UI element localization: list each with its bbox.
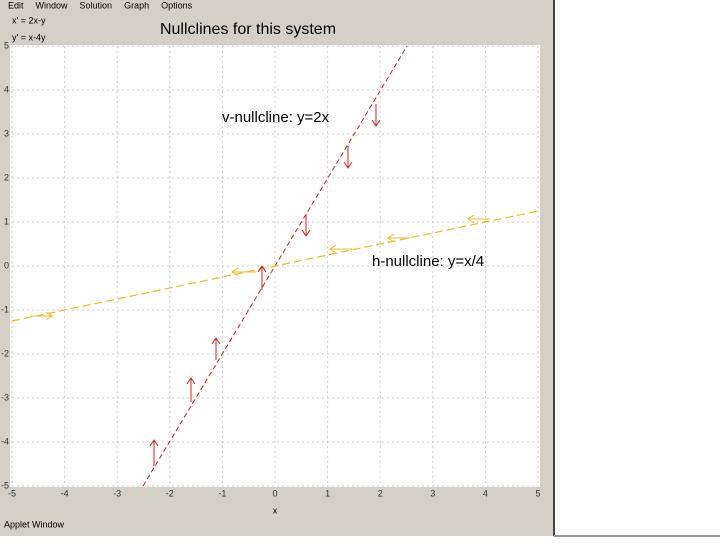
y-tick-label: -1 xyxy=(1,304,9,314)
x-tick-label: 1 xyxy=(325,488,330,498)
x-tick-label: -1 xyxy=(218,488,226,498)
equation: x' = 2x-y xyxy=(12,15,46,25)
h-nullcline xyxy=(12,210,538,322)
menu-item[interactable]: Options xyxy=(161,0,193,10)
y-tick-label: 2 xyxy=(4,172,9,182)
x-tick-label: -4 xyxy=(61,488,69,498)
x-tick-label: 2 xyxy=(378,488,383,498)
y-tick-label: 4 xyxy=(4,84,9,94)
status-bar: Applet Window xyxy=(4,519,65,529)
y-tick-label: -2 xyxy=(1,348,9,358)
x-tick-label: 5 xyxy=(535,488,540,498)
y-tick-label: 1 xyxy=(4,216,9,226)
direction-arrows xyxy=(30,214,490,321)
y-tick-label: -4 xyxy=(1,436,9,446)
menu-item[interactable]: Window xyxy=(36,0,69,10)
x-tick-label: -3 xyxy=(113,488,121,498)
annotation: v-nullcline: y=2x xyxy=(222,109,330,126)
y-tick-label: 3 xyxy=(4,128,9,138)
x-tick-label: -2 xyxy=(166,488,174,498)
menu-item[interactable]: Graph xyxy=(124,0,149,10)
x-tick-label: 4 xyxy=(483,488,488,498)
plot-title: Nullclines for this system xyxy=(160,21,336,38)
y-tick-label: -5 xyxy=(1,480,9,490)
direction-arrows xyxy=(149,104,381,466)
menu-item[interactable]: Edit xyxy=(8,0,24,10)
x-axis-label: x xyxy=(273,505,278,515)
equation: y' = x-4y xyxy=(12,32,46,42)
x-tick-label: 0 xyxy=(272,488,277,498)
x-tick-label: 3 xyxy=(430,488,435,498)
x-tick-label: -5 xyxy=(8,488,16,498)
annotation: h-nullcline: y=x/4 xyxy=(372,253,484,270)
y-tick-label: 5 xyxy=(4,40,9,50)
y-tick-label: -3 xyxy=(1,392,9,402)
y-tick-label: 0 xyxy=(4,260,9,270)
menu-item[interactable]: Solution xyxy=(80,0,113,10)
